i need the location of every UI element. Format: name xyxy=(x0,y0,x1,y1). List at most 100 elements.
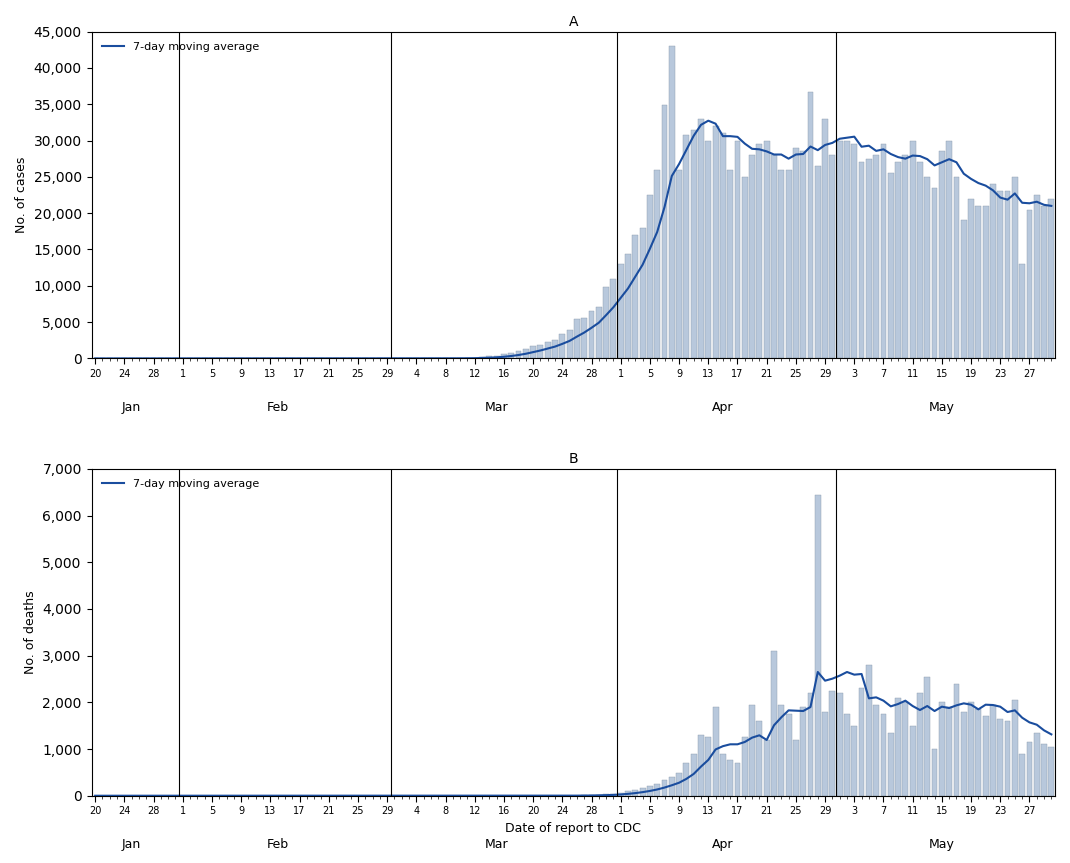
Bar xyxy=(603,795,609,796)
Bar xyxy=(837,141,842,358)
Bar xyxy=(917,693,923,796)
Bar xyxy=(896,697,901,796)
Y-axis label: No. of cases: No. of cases xyxy=(15,157,28,233)
Bar xyxy=(785,169,792,358)
Legend: 7-day moving average: 7-day moving average xyxy=(97,475,263,494)
Bar xyxy=(691,129,697,358)
Bar xyxy=(1034,733,1040,796)
Bar xyxy=(713,126,719,358)
Bar xyxy=(822,119,828,358)
Bar xyxy=(953,177,960,358)
Bar xyxy=(982,206,989,358)
Bar xyxy=(501,354,507,358)
Bar xyxy=(603,287,609,358)
Bar xyxy=(866,665,872,796)
Bar xyxy=(684,763,689,796)
Bar xyxy=(720,753,725,796)
Bar xyxy=(661,105,668,358)
Bar xyxy=(808,693,813,796)
Bar xyxy=(531,346,536,358)
Bar xyxy=(910,726,916,796)
Bar xyxy=(669,46,675,358)
Bar xyxy=(990,705,996,796)
Bar xyxy=(800,151,806,358)
Bar xyxy=(881,144,886,358)
Bar xyxy=(961,712,966,796)
Bar xyxy=(976,206,981,358)
Bar xyxy=(917,162,923,358)
Bar xyxy=(785,714,792,796)
Bar xyxy=(844,141,850,358)
Y-axis label: No. of deaths: No. of deaths xyxy=(24,590,36,674)
Bar xyxy=(1049,746,1054,796)
Bar xyxy=(932,749,937,796)
Bar xyxy=(793,148,799,358)
Bar xyxy=(858,689,865,796)
Bar xyxy=(654,784,660,796)
Text: Feb: Feb xyxy=(266,838,289,851)
Bar xyxy=(742,737,748,796)
Bar xyxy=(852,144,857,358)
Bar xyxy=(858,162,865,358)
Bar xyxy=(632,791,638,796)
Text: Mar: Mar xyxy=(485,838,508,851)
Bar xyxy=(778,169,784,358)
X-axis label: Date of report to CDC: Date of report to CDC xyxy=(505,822,641,835)
Bar xyxy=(625,254,631,358)
Bar xyxy=(654,169,660,358)
Bar xyxy=(749,705,755,796)
Bar xyxy=(611,794,616,796)
Bar xyxy=(728,169,733,358)
Bar xyxy=(946,141,952,358)
Bar xyxy=(1020,264,1025,358)
Bar xyxy=(888,733,893,796)
Bar xyxy=(728,760,733,796)
Bar xyxy=(625,791,631,796)
Bar xyxy=(902,702,908,796)
Bar xyxy=(997,192,1004,358)
Bar xyxy=(888,173,893,358)
Text: May: May xyxy=(929,401,954,414)
Bar xyxy=(968,702,974,796)
Bar xyxy=(487,356,492,358)
Bar xyxy=(924,677,930,796)
Bar xyxy=(771,155,777,358)
Text: Apr: Apr xyxy=(713,401,734,414)
Bar xyxy=(698,735,704,796)
Bar xyxy=(713,707,719,796)
Bar xyxy=(720,133,725,358)
Bar xyxy=(676,169,682,358)
Bar xyxy=(866,159,872,358)
Bar xyxy=(632,235,638,358)
Bar xyxy=(1005,192,1010,358)
Text: Feb: Feb xyxy=(266,401,289,414)
Bar xyxy=(640,788,645,796)
Bar xyxy=(800,707,806,796)
Bar xyxy=(822,712,828,796)
Text: Jan: Jan xyxy=(122,401,141,414)
Bar xyxy=(764,740,769,796)
Legend: 7-day moving average: 7-day moving average xyxy=(97,37,263,56)
Bar xyxy=(873,155,880,358)
Bar xyxy=(611,279,616,358)
Bar xyxy=(661,780,668,796)
Bar xyxy=(523,349,529,358)
Bar xyxy=(552,340,557,358)
Bar xyxy=(829,690,836,796)
Bar xyxy=(815,494,821,796)
Bar xyxy=(617,792,624,796)
Bar xyxy=(829,155,836,358)
Bar xyxy=(537,344,544,358)
Bar xyxy=(684,135,689,358)
Bar xyxy=(756,721,762,796)
Bar xyxy=(596,795,601,796)
Text: Jan: Jan xyxy=(122,838,141,851)
Bar xyxy=(1012,177,1018,358)
Text: Mar: Mar xyxy=(485,401,508,414)
Bar xyxy=(910,141,916,358)
Bar xyxy=(545,343,551,358)
Bar xyxy=(1034,195,1040,358)
Bar xyxy=(852,726,857,796)
Bar xyxy=(596,307,601,358)
Bar xyxy=(1012,700,1018,796)
